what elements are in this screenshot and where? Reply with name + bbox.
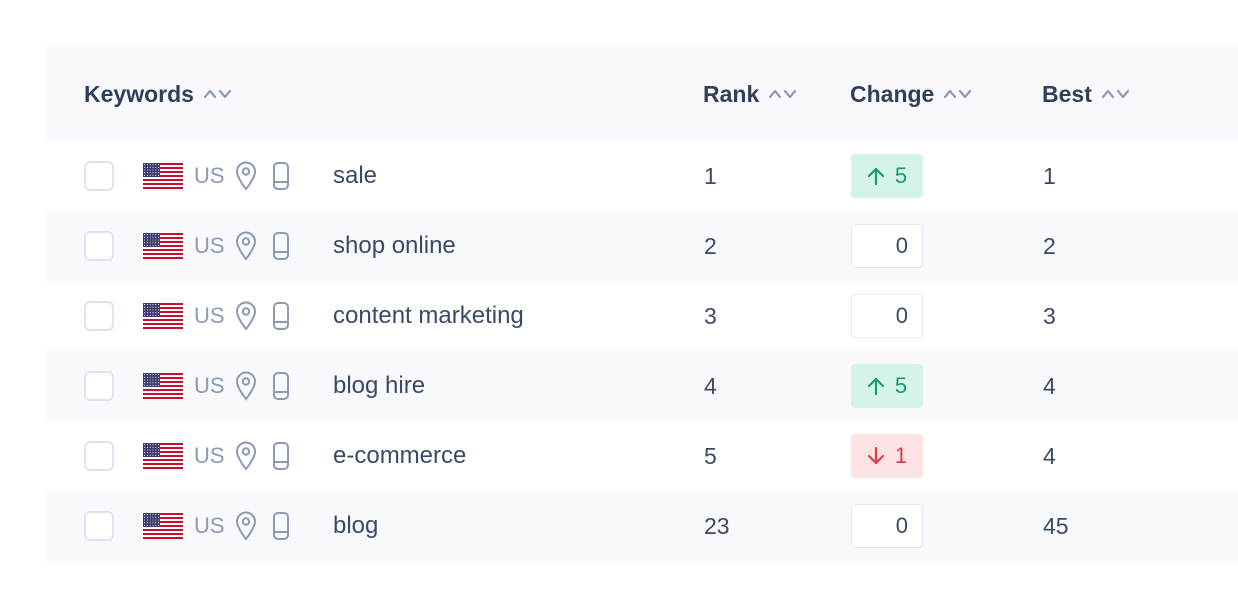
best-value: 4	[1043, 442, 1056, 469]
best-value: 4	[1043, 372, 1056, 399]
change-badge: 5	[851, 364, 923, 408]
us-flag-icon	[143, 233, 183, 259]
map-pin-icon[interactable]	[234, 371, 258, 401]
row-checkbox[interactable]	[84, 231, 114, 261]
map-pin-icon[interactable]	[234, 511, 258, 541]
row-checkbox[interactable]	[84, 161, 114, 191]
change-badge: 5	[851, 154, 923, 198]
keywords-table: Keywords Rank Change Best US sale 1 5 1 US sho…	[45, 47, 1238, 561]
change-header-label: Change	[850, 80, 935, 107]
us-flag-icon	[143, 163, 183, 189]
change-badge: 0	[851, 224, 923, 268]
table-row: US e-commerce 5 1 4	[45, 421, 1238, 491]
mobile-device-icon	[272, 371, 290, 401]
change-badge: 0	[851, 294, 923, 338]
row-checkbox[interactable]	[84, 301, 114, 331]
keyword-text[interactable]: shop online	[333, 232, 456, 259]
change-value: 0	[895, 303, 908, 328]
table-row: US content marketing 3 0 3	[45, 281, 1238, 351]
map-pin-icon[interactable]	[234, 231, 258, 261]
arrow-up-icon	[867, 166, 885, 186]
keywords-header-label: Keywords	[84, 80, 194, 107]
best-value: 45	[1043, 512, 1069, 539]
change-value: 1	[894, 443, 908, 468]
table-row: US blog 23 0 45	[45, 491, 1238, 561]
sort-up-down-icon[interactable]	[1101, 87, 1131, 101]
table-header: Keywords Rank Change Best	[45, 47, 1238, 141]
us-flag-icon	[143, 303, 183, 329]
country-code: US	[194, 443, 225, 468]
map-pin-icon[interactable]	[234, 161, 258, 191]
row-checkbox[interactable]	[84, 441, 114, 471]
rank-value: 23	[704, 512, 730, 539]
mobile-device-icon	[272, 511, 290, 541]
mobile-device-icon	[272, 441, 290, 471]
change-value: 0	[895, 233, 908, 258]
keyword-text[interactable]: blog hire	[333, 372, 426, 399]
table-row: US blog hire 4 5 4	[45, 351, 1238, 421]
best-value: 3	[1043, 302, 1056, 329]
us-flag-icon	[143, 513, 183, 539]
arrow-up-icon	[867, 376, 885, 396]
arrow-down-icon	[867, 446, 885, 466]
best-value: 1	[1043, 162, 1056, 189]
mobile-device-icon	[272, 231, 290, 261]
rank-value: 1	[704, 162, 717, 189]
rank-value: 5	[704, 442, 717, 469]
sort-up-down-icon[interactable]	[203, 87, 233, 101]
change-badge: 0	[851, 504, 923, 548]
country-code: US	[194, 163, 225, 188]
keyword-text[interactable]: blog	[333, 512, 379, 539]
map-pin-icon[interactable]	[234, 441, 258, 471]
rank-value: 4	[704, 372, 717, 399]
column-header-change[interactable]: Change	[850, 47, 973, 141]
table-row: US sale 1 5 1	[45, 141, 1238, 211]
column-header-keywords[interactable]: Keywords	[84, 47, 233, 141]
table-row: US shop online 2 0 2	[45, 211, 1238, 281]
column-header-rank[interactable]: Rank	[703, 47, 798, 141]
keyword-text[interactable]: e-commerce	[333, 442, 467, 469]
sort-up-down-icon[interactable]	[943, 87, 973, 101]
row-checkbox[interactable]	[84, 371, 114, 401]
keyword-text[interactable]: content marketing	[333, 302, 524, 329]
us-flag-icon	[143, 373, 183, 399]
change-badge: 1	[851, 434, 923, 478]
country-code: US	[194, 303, 225, 328]
column-header-best[interactable]: Best	[1042, 47, 1131, 141]
country-code: US	[194, 513, 225, 538]
country-code: US	[194, 233, 225, 258]
us-flag-icon	[143, 443, 183, 469]
country-code: US	[194, 373, 225, 398]
rank-value: 3	[704, 302, 717, 329]
change-value: 5	[894, 163, 908, 188]
mobile-device-icon	[272, 301, 290, 331]
keyword-text[interactable]: sale	[333, 162, 378, 189]
rank-header-label: Rank	[703, 80, 760, 107]
mobile-device-icon	[272, 161, 290, 191]
map-pin-icon[interactable]	[234, 301, 258, 331]
rank-value: 2	[704, 232, 717, 259]
change-value: 0	[895, 513, 908, 538]
best-value: 2	[1043, 232, 1056, 259]
best-header-label: Best	[1042, 80, 1092, 107]
sort-up-down-icon[interactable]	[768, 87, 798, 101]
change-value: 5	[894, 373, 908, 398]
table-body: US sale 1 5 1 US shop online 2 0 2 US content marke…	[45, 141, 1238, 561]
row-checkbox[interactable]	[84, 511, 114, 541]
